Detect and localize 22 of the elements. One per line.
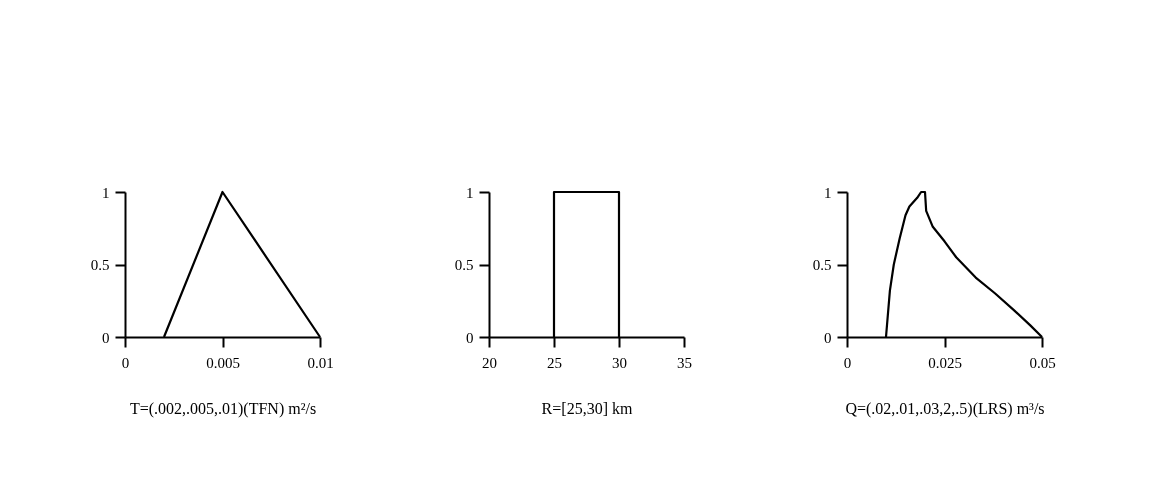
- x-tick-label: 0: [121, 354, 130, 371]
- x-tick-label: 30: [612, 354, 627, 371]
- y-tick-label: 0: [466, 329, 474, 346]
- x-tick-label: 20: [482, 354, 497, 371]
- y-tick-label: 1: [824, 184, 832, 201]
- x-tick-label: 0: [843, 354, 852, 371]
- y-tick-label: 0.5: [454, 257, 474, 273]
- x-tick-label: 35: [677, 354, 692, 371]
- y-tick-label: 1: [102, 184, 110, 201]
- x-axis-title: R=[25,30] km: [541, 399, 633, 417]
- y-tick-label: 1: [466, 184, 474, 201]
- x-tick-label: 0.01: [307, 354, 334, 371]
- y-tick-label: 0: [824, 329, 832, 346]
- x-axis-title: Q=(.02,.01,.03,2,.5)(LRS) m³/s: [845, 399, 1045, 418]
- x-tick-label: 25: [547, 354, 562, 371]
- x-tick-label: 0.005: [206, 354, 240, 371]
- x-axis-title: T=(.002,.005,.01)(TFN) m²/s: [129, 399, 317, 418]
- y-tick-label: 0: [102, 329, 110, 346]
- x-tick-label: 0.025: [928, 354, 962, 371]
- y-tick-label: 0.5: [812, 257, 832, 273]
- y-tick-label: 0.5: [90, 257, 110, 273]
- x-tick-label: 0.05: [1029, 354, 1056, 371]
